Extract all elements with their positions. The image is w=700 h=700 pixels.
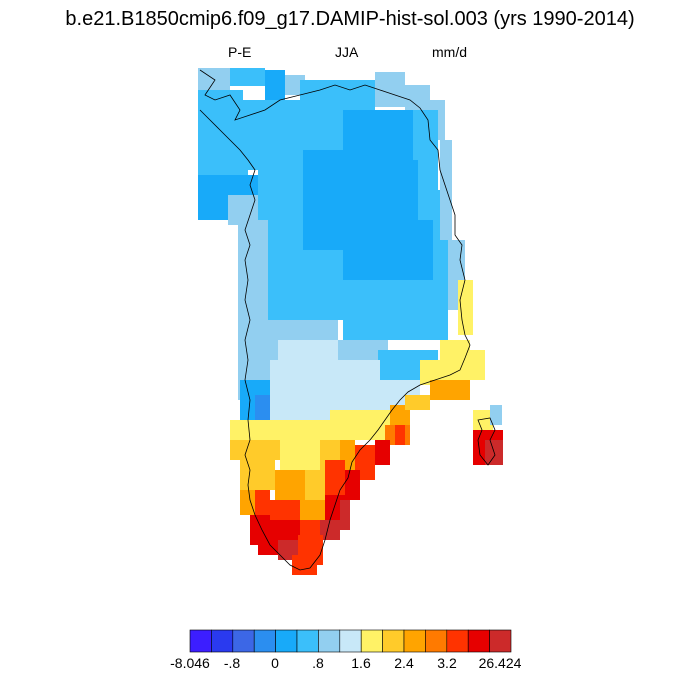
map-cell bbox=[240, 460, 275, 490]
map-cell bbox=[258, 170, 303, 220]
greenland-coastline bbox=[199, 69, 471, 571]
colorbar-swatch bbox=[425, 629, 448, 653]
colorbar-swatch bbox=[339, 629, 362, 653]
map-cell bbox=[198, 130, 248, 175]
map-cell bbox=[343, 110, 413, 160]
map-cell bbox=[340, 80, 375, 110]
page-title: b.e21.B1850cmip6.f09_g17.DAMIP-hist-sol.… bbox=[65, 8, 635, 30]
colorbar-swatch bbox=[253, 629, 276, 653]
colorbar-label: -8.046 bbox=[170, 655, 210, 671]
map-cell bbox=[405, 395, 430, 410]
colorbar-swatch bbox=[296, 629, 319, 653]
colorbar-label: -.8 bbox=[223, 655, 241, 671]
map-cell bbox=[292, 555, 317, 575]
colorbar-labels: -8.046 -.8 0 .8 1.6 2.4 3.2 26.424 bbox=[0, 655, 700, 675]
map-cell bbox=[258, 530, 278, 555]
map-cell bbox=[458, 280, 473, 335]
colorbar-swatch bbox=[360, 629, 383, 653]
colorbar-label: 3.2 bbox=[437, 655, 457, 671]
map-cell bbox=[340, 500, 350, 530]
map-cell bbox=[303, 250, 343, 320]
map-cell bbox=[268, 220, 303, 320]
season-label: JJA bbox=[335, 44, 359, 60]
map-cell bbox=[303, 200, 343, 250]
colorbar-swatch bbox=[211, 629, 234, 653]
map-cell bbox=[490, 405, 502, 425]
colorbar bbox=[189, 629, 512, 653]
map-cell bbox=[320, 520, 340, 540]
map-cell bbox=[280, 450, 320, 470]
map-cell bbox=[275, 470, 305, 500]
colorbar-swatch bbox=[382, 629, 405, 653]
map-cell bbox=[265, 70, 285, 100]
map-cells bbox=[198, 68, 503, 575]
map-cell bbox=[303, 150, 343, 200]
map-cell bbox=[303, 110, 343, 150]
map-cell bbox=[230, 68, 265, 86]
map-cell bbox=[305, 470, 325, 505]
colorbar-swatch bbox=[467, 629, 490, 653]
map-cell bbox=[300, 80, 340, 110]
map-cell bbox=[248, 130, 303, 170]
island-coastline bbox=[477, 417, 496, 466]
colorbar-swatch bbox=[403, 629, 426, 653]
colorbar-label: .8 bbox=[312, 655, 324, 671]
map-cell bbox=[255, 490, 270, 520]
colorbar-swatch bbox=[318, 629, 341, 653]
map-cell bbox=[430, 380, 470, 400]
map-cell bbox=[230, 440, 280, 460]
map-cell bbox=[325, 460, 345, 500]
coastline bbox=[199, 69, 496, 571]
map-cell bbox=[375, 440, 390, 465]
map-cell bbox=[343, 160, 418, 220]
colorbar-label: 1.6 bbox=[351, 655, 371, 671]
variable-label: P-E bbox=[228, 44, 252, 60]
colorbar-swatch bbox=[275, 629, 298, 653]
colorbar-swatch bbox=[446, 629, 469, 653]
map-cell bbox=[345, 470, 360, 500]
units-label: mm/d bbox=[432, 44, 467, 60]
map-cell bbox=[238, 220, 268, 320]
map-cell bbox=[465, 350, 485, 380]
map-cell bbox=[255, 395, 270, 420]
map-cell bbox=[473, 410, 493, 430]
map-cell bbox=[330, 410, 390, 440]
colorbar-label: 26.424 bbox=[478, 655, 522, 671]
map-cell bbox=[433, 240, 448, 340]
colorbar-swatch bbox=[489, 629, 512, 653]
colorbar-label: 0 bbox=[271, 655, 279, 671]
map-cell bbox=[375, 72, 405, 107]
colorbar-label: 2.4 bbox=[394, 655, 414, 671]
colorbar-swatch bbox=[189, 629, 212, 653]
colorbar-swatch bbox=[232, 629, 255, 653]
map-cell bbox=[440, 140, 452, 240]
map-cell bbox=[395, 425, 405, 445]
map-cell bbox=[343, 280, 443, 340]
map-cell bbox=[198, 90, 243, 130]
map-cell bbox=[343, 220, 433, 280]
